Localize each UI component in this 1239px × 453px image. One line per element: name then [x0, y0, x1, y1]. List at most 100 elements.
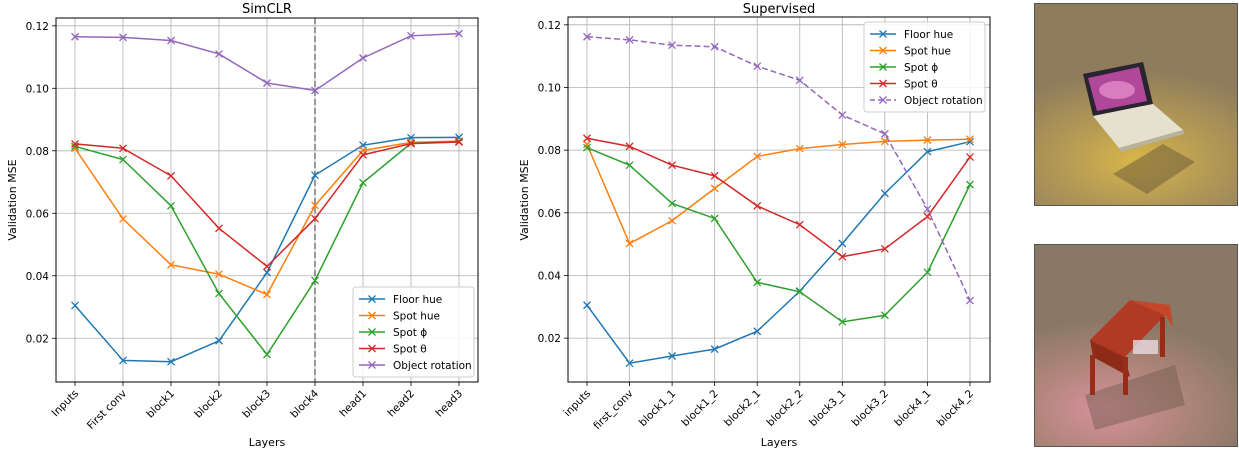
legend-label: Spot ϕ — [393, 327, 427, 339]
series-group — [71, 29, 463, 366]
data-point-marker — [119, 356, 127, 365]
legend: Floor hue Spot hue Spot ϕ Spot θ Object rota… — [863, 21, 986, 113]
legend-item: Object rotation — [870, 95, 983, 107]
data-point-marker — [263, 350, 271, 359]
data-point-marker — [215, 270, 223, 279]
y-tick-label: 0.04 — [538, 270, 562, 282]
series-object-rotation — [71, 29, 463, 95]
data-point-marker — [167, 357, 175, 366]
data-point-marker — [119, 155, 127, 164]
x-tick-labels: Inputs First conv block1 block2 block3 block4… — [50, 382, 465, 432]
data-point-marker — [838, 317, 847, 326]
legend-marker — [879, 79, 887, 88]
y-tick-label: 0.06 — [538, 208, 562, 220]
data-point-marker — [838, 239, 847, 248]
chair-render-image — [1034, 244, 1238, 447]
plot-frame — [567, 16, 991, 383]
y-tick-label: 0.12 — [26, 21, 49, 33]
data-point-marker — [311, 276, 319, 285]
x-tick-label: block2 — [192, 388, 225, 421]
data-point-marker — [167, 171, 175, 180]
data-point-marker — [407, 31, 415, 40]
legend-label: Object rotation — [393, 360, 472, 372]
data-point-marker — [710, 214, 719, 223]
x-tick-label: head2 — [385, 388, 417, 420]
data-point-marker — [838, 252, 847, 261]
data-point-marker — [880, 189, 889, 198]
legend-marker — [368, 295, 376, 303]
data-point-marker — [215, 336, 223, 345]
legend-item: Spot ϕ — [359, 327, 427, 339]
data-point-marker — [215, 289, 223, 298]
series-line — [586, 140, 971, 365]
data-point-marker — [263, 268, 271, 277]
data-point-marker — [838, 111, 847, 120]
data-point-marker — [71, 301, 79, 310]
x-tick-label: head3 — [433, 388, 465, 420]
data-point-marker — [668, 161, 677, 170]
data-point-marker — [119, 214, 127, 223]
data-point-marker — [263, 79, 271, 87]
y-tick-label: 0.02 — [26, 333, 49, 345]
data-point-marker — [668, 199, 677, 208]
series-spot-theta — [583, 134, 974, 261]
data-point-marker — [311, 171, 319, 180]
legend-marker — [879, 30, 887, 38]
data-point-marker — [625, 161, 634, 170]
series-floor-hue — [71, 133, 463, 366]
x-tick-label: First conv — [85, 388, 129, 432]
chart-simclr: SimCLR Inputs First conv block1 block2 block… — [6, 2, 479, 449]
x-tick-label: block1_2 — [679, 388, 720, 429]
data-point-marker — [923, 268, 932, 277]
chair-illustration — [1085, 300, 1185, 430]
data-point-marker — [795, 76, 804, 85]
x-tick-label: block3_2 — [850, 388, 891, 429]
data-point-marker — [753, 327, 762, 336]
data-point-marker — [71, 32, 79, 41]
y-tick-label: 0.08 — [538, 145, 561, 157]
chart-title: SimCLR — [242, 2, 292, 17]
y-tick-labels: 0.02 0.04 0.06 0.08 0.10 0.12 — [538, 20, 568, 345]
x-tick-label: block4_2 — [935, 388, 976, 429]
series-group — [583, 32, 974, 368]
x-tick-label: block1_1 — [637, 388, 678, 429]
data-point-marker — [311, 214, 319, 223]
data-point-marker — [215, 224, 223, 233]
data-point-marker — [167, 260, 175, 269]
legend-item: Spot θ — [359, 344, 427, 356]
series-spot-theta — [71, 138, 463, 271]
y-tick-labels: 0.02 0.04 0.06 0.08 0.10 0.12 — [26, 21, 56, 345]
series-floor-hue — [583, 137, 974, 368]
data-point-marker — [710, 184, 719, 193]
data-point-marker — [753, 278, 762, 287]
x-tick-label: first_conv — [591, 388, 635, 432]
series-object-rotation — [583, 32, 974, 305]
series-line — [586, 146, 971, 323]
data-point-marker — [966, 153, 974, 162]
x-tick-label: head1 — [337, 388, 369, 420]
data-point-marker — [625, 142, 634, 151]
data-point-marker — [795, 287, 804, 296]
data-point-marker — [359, 54, 367, 62]
y-tick-label: 0.04 — [26, 271, 50, 283]
legend-label: Floor hue — [393, 294, 442, 306]
legend-marker — [368, 361, 376, 369]
x-tick-label: block4 — [288, 387, 321, 420]
laptop-illustration — [1083, 62, 1195, 194]
legend-label: Spot hue — [904, 46, 951, 58]
data-point-marker — [966, 135, 974, 144]
y-tick-label: 0.12 — [538, 20, 561, 32]
data-point-marker — [583, 140, 591, 149]
legend-item: Spot θ — [870, 79, 938, 91]
legend-marker — [879, 96, 887, 104]
legend-box — [352, 286, 475, 378]
y-tick-label: 0.02 — [538, 333, 561, 345]
data-point-marker — [668, 216, 677, 225]
data-point-marker — [583, 143, 591, 152]
x-tick-label: block2_2 — [765, 388, 806, 429]
legend-item: Spot hue — [870, 46, 951, 58]
data-point-marker — [583, 32, 591, 41]
legend-marker — [879, 46, 887, 55]
data-point-marker — [966, 296, 974, 305]
